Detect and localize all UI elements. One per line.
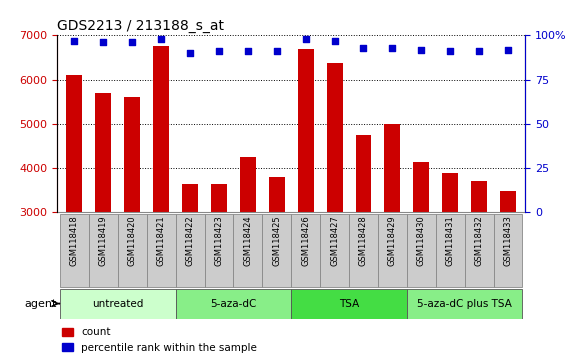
FancyBboxPatch shape bbox=[378, 214, 407, 287]
FancyBboxPatch shape bbox=[118, 214, 147, 287]
Bar bbox=[240, 157, 256, 345]
Bar bbox=[356, 135, 371, 345]
Bar bbox=[413, 161, 429, 345]
Point bbox=[330, 38, 339, 44]
Text: GSM118430: GSM118430 bbox=[417, 216, 426, 266]
Text: TSA: TSA bbox=[339, 298, 359, 309]
Text: GSM118425: GSM118425 bbox=[272, 216, 282, 266]
Bar bbox=[95, 93, 111, 345]
Legend: count, percentile rank within the sample: count, percentile rank within the sample bbox=[62, 327, 257, 353]
FancyBboxPatch shape bbox=[262, 214, 291, 287]
FancyBboxPatch shape bbox=[436, 214, 465, 287]
FancyBboxPatch shape bbox=[407, 214, 436, 287]
FancyBboxPatch shape bbox=[493, 214, 522, 287]
Bar bbox=[500, 191, 516, 345]
FancyBboxPatch shape bbox=[291, 214, 320, 287]
Text: GSM118426: GSM118426 bbox=[301, 216, 310, 266]
FancyBboxPatch shape bbox=[60, 214, 89, 287]
Text: GSM118427: GSM118427 bbox=[330, 216, 339, 266]
Point bbox=[359, 45, 368, 51]
Text: untreated: untreated bbox=[92, 298, 143, 309]
Text: GSM118424: GSM118424 bbox=[243, 216, 252, 266]
Text: GSM118419: GSM118419 bbox=[99, 216, 108, 266]
FancyBboxPatch shape bbox=[176, 214, 204, 287]
Text: GSM118423: GSM118423 bbox=[215, 216, 223, 266]
Text: GDS2213 / 213188_s_at: GDS2213 / 213188_s_at bbox=[57, 19, 224, 33]
Text: agent: agent bbox=[24, 298, 57, 309]
FancyBboxPatch shape bbox=[89, 214, 118, 287]
FancyBboxPatch shape bbox=[320, 214, 349, 287]
Point bbox=[417, 47, 426, 52]
Text: GSM118432: GSM118432 bbox=[475, 216, 484, 266]
Point bbox=[156, 36, 166, 42]
Text: GSM118429: GSM118429 bbox=[388, 216, 397, 266]
Bar bbox=[182, 184, 198, 345]
Point bbox=[475, 48, 484, 54]
Text: GSM118428: GSM118428 bbox=[359, 216, 368, 266]
Text: GSM118418: GSM118418 bbox=[70, 216, 79, 266]
Text: GSM118421: GSM118421 bbox=[156, 216, 166, 266]
Bar bbox=[153, 46, 169, 345]
Point bbox=[70, 38, 79, 44]
FancyBboxPatch shape bbox=[204, 214, 234, 287]
Text: GSM118420: GSM118420 bbox=[128, 216, 136, 266]
Point bbox=[214, 48, 223, 54]
Bar bbox=[66, 75, 82, 345]
Text: GSM118433: GSM118433 bbox=[504, 216, 513, 266]
Point bbox=[128, 40, 137, 45]
Point bbox=[186, 50, 195, 56]
Point bbox=[445, 48, 455, 54]
Point bbox=[243, 48, 252, 54]
Point bbox=[99, 40, 108, 45]
FancyBboxPatch shape bbox=[291, 289, 407, 319]
Point bbox=[504, 47, 513, 52]
FancyBboxPatch shape bbox=[407, 289, 522, 319]
Bar bbox=[211, 184, 227, 345]
Bar bbox=[269, 177, 285, 345]
Text: 5-aza-dC plus TSA: 5-aza-dC plus TSA bbox=[417, 298, 512, 309]
FancyBboxPatch shape bbox=[147, 214, 176, 287]
Point bbox=[272, 48, 282, 54]
Point bbox=[301, 36, 310, 42]
Text: GSM118431: GSM118431 bbox=[446, 216, 455, 266]
Bar bbox=[442, 173, 458, 345]
Text: GSM118422: GSM118422 bbox=[186, 216, 195, 266]
Bar bbox=[124, 97, 140, 345]
Bar bbox=[327, 63, 343, 345]
FancyBboxPatch shape bbox=[176, 289, 291, 319]
FancyBboxPatch shape bbox=[349, 214, 378, 287]
Point bbox=[388, 45, 397, 51]
Text: 5-aza-dC: 5-aza-dC bbox=[210, 298, 256, 309]
Bar bbox=[471, 181, 487, 345]
FancyBboxPatch shape bbox=[60, 289, 176, 319]
FancyBboxPatch shape bbox=[465, 214, 493, 287]
Bar bbox=[384, 124, 400, 345]
Bar bbox=[297, 49, 313, 345]
FancyBboxPatch shape bbox=[234, 214, 262, 287]
